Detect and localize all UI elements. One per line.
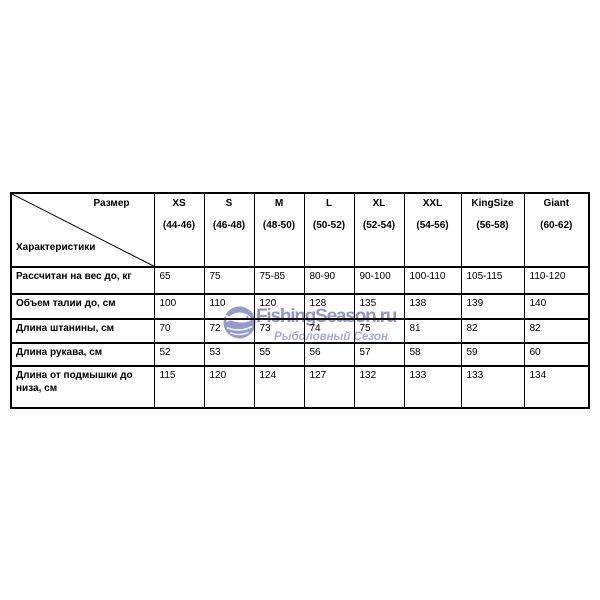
value-cell: 140 [523, 293, 590, 320]
size-range: (56-58) [476, 220, 509, 231]
size-range: (52-54) [362, 220, 396, 231]
column-header-xl: XL (52-54) [353, 192, 405, 268]
header-row: Размер Характеристики XS (44-46) S (46-4… [10, 192, 590, 268]
value-cell: 133 [460, 365, 525, 409]
value-cell: 75 [353, 318, 405, 344]
size-range: (54-56) [416, 220, 449, 231]
value-cell: 133 [403, 365, 462, 409]
value-cell: 75-85 [253, 266, 305, 295]
value-cell: 120 [203, 365, 255, 409]
value-cell: 75 [203, 266, 255, 295]
size-range: (44-46) [162, 220, 196, 231]
size-name: KingSize [471, 198, 514, 209]
row-label: Длина от подмышки до низа, см [10, 365, 155, 409]
value-cell: 128 [303, 293, 355, 320]
value-cell: 72 [203, 318, 255, 344]
value-cell: 52 [153, 342, 205, 367]
value-cell: 124 [253, 365, 305, 409]
size-name: Giant [543, 198, 570, 209]
value-cell: 74 [303, 318, 355, 344]
table-row-armpit-length: Длина от подмышки до низа, см 115 120 12… [10, 365, 590, 409]
value-cell: 139 [460, 293, 525, 320]
value-cell: 82 [460, 318, 525, 344]
column-header-l: L (50-52) [303, 192, 355, 268]
table-row-sleeve-length: Длина рукава, см 52 53 55 56 57 58 59 60 [10, 342, 590, 367]
column-header-xs: XS (44-46) [153, 192, 205, 268]
value-cell: 115 [153, 365, 205, 409]
size-name: XL [372, 198, 386, 209]
value-cell: 138 [403, 293, 462, 320]
row-label: Объем талии до, см [10, 293, 155, 320]
corner-characteristics-label: Характеристики [16, 242, 96, 253]
corner-header-cell: Размер Характеристики [10, 192, 155, 268]
value-cell: 110-120 [523, 266, 590, 295]
value-cell: 60 [523, 342, 590, 367]
size-name: S [225, 198, 233, 209]
column-header-m: M (48-50) [253, 192, 305, 268]
value-cell: 70 [153, 318, 205, 344]
size-chart-table: Размер Характеристики XS (44-46) S (46-4… [10, 192, 590, 409]
row-label: Длина штанины, см [10, 318, 155, 344]
row-label: Рассчитан на вес до, кг [10, 266, 155, 295]
value-cell: 90-100 [353, 266, 405, 295]
value-cell: 58 [403, 342, 462, 367]
value-cell: 135 [353, 293, 405, 320]
value-cell: 100-110 [403, 266, 462, 295]
value-cell: 53 [203, 342, 255, 367]
size-range: (48-50) [262, 220, 296, 231]
value-cell: 57 [353, 342, 405, 367]
table-row-waist: Объем талии до, см 100 110 120 128 135 1… [10, 293, 590, 320]
value-cell: 100 [153, 293, 205, 320]
size-name: XS [172, 198, 186, 209]
size-range: (46-48) [212, 220, 246, 231]
value-cell: 73 [253, 318, 305, 344]
value-cell: 55 [253, 342, 305, 367]
size-name: XXL [422, 198, 443, 209]
table-row-leg-length: Длина штанины, см 70 72 73 74 75 81 82 8… [10, 318, 590, 344]
size-range: (50-52) [312, 220, 346, 231]
column-header-xxl: XXL (54-56) [403, 192, 462, 268]
size-range: (60-62) [540, 220, 573, 231]
diagonal-divider-line [12, 194, 154, 266]
value-cell: 127 [303, 365, 355, 409]
corner-size-label: Размер [93, 198, 130, 209]
column-header-giant: Giant (60-62) [523, 192, 590, 268]
column-header-kingsize: KingSize (56-58) [460, 192, 525, 268]
value-cell: 56 [303, 342, 355, 367]
table-row-weight: Рассчитан на вес до, кг 65 75 75-85 80-9… [10, 266, 590, 295]
value-cell: 65 [153, 266, 205, 295]
value-cell: 134 [523, 365, 590, 409]
value-cell: 82 [523, 318, 590, 344]
value-cell: 105-115 [460, 266, 525, 295]
value-cell: 132 [353, 365, 405, 409]
row-label: Длина рукава, см [10, 342, 155, 367]
value-cell: 80-90 [303, 266, 355, 295]
column-header-s: S (46-48) [203, 192, 255, 268]
value-cell: 120 [253, 293, 305, 320]
value-cell: 59 [460, 342, 525, 367]
value-cell: 110 [203, 293, 255, 320]
size-name: M [274, 198, 284, 209]
value-cell: 81 [403, 318, 462, 344]
size-name: L [325, 198, 333, 209]
